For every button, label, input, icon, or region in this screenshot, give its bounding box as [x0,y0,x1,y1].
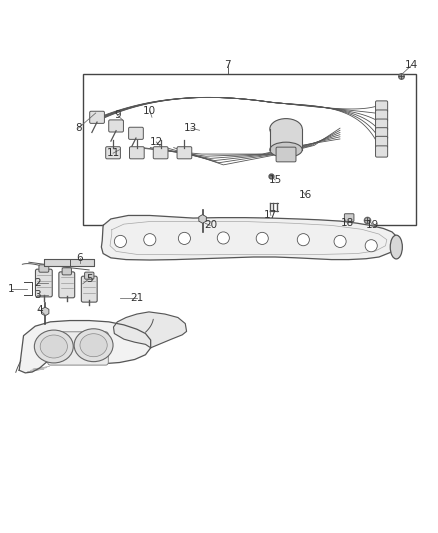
Text: 4: 4 [36,305,43,315]
Text: 18: 18 [341,218,354,228]
Text: 8: 8 [75,123,82,133]
Text: 5: 5 [86,273,92,284]
Polygon shape [19,320,151,373]
FancyBboxPatch shape [375,136,388,148]
Ellipse shape [270,142,302,157]
Text: 16: 16 [299,190,312,200]
FancyBboxPatch shape [375,146,388,157]
Polygon shape [101,215,397,260]
Ellipse shape [74,329,113,361]
Text: 17: 17 [264,211,278,221]
FancyBboxPatch shape [85,272,94,279]
Bar [44,259,94,265]
FancyBboxPatch shape [106,147,120,159]
Circle shape [144,233,156,246]
Circle shape [178,232,191,245]
Text: 7: 7 [224,60,231,70]
Circle shape [217,232,230,244]
Ellipse shape [40,335,67,358]
FancyBboxPatch shape [39,265,49,272]
FancyBboxPatch shape [344,214,354,222]
FancyBboxPatch shape [59,272,75,298]
Text: 15: 15 [268,175,282,185]
Ellipse shape [270,119,302,139]
Text: 6: 6 [77,253,83,263]
Circle shape [256,232,268,245]
Text: 12: 12 [150,137,163,147]
FancyBboxPatch shape [129,127,143,139]
Text: 19: 19 [366,221,379,230]
Bar [83,74,416,225]
Ellipse shape [390,235,403,259]
FancyBboxPatch shape [90,111,104,123]
FancyBboxPatch shape [153,147,168,159]
FancyBboxPatch shape [375,128,388,139]
Ellipse shape [34,330,73,363]
Bar [270,129,302,150]
Text: 2: 2 [34,278,41,288]
FancyBboxPatch shape [375,101,388,112]
Text: 11: 11 [106,148,120,158]
FancyBboxPatch shape [62,268,71,275]
FancyBboxPatch shape [375,119,388,130]
Ellipse shape [80,334,107,357]
Text: 14: 14 [405,60,418,70]
Polygon shape [113,312,187,348]
Text: 13: 13 [184,123,198,133]
Text: 1: 1 [8,284,15,294]
FancyBboxPatch shape [177,147,192,159]
FancyBboxPatch shape [48,332,108,365]
Text: 20: 20 [204,221,217,230]
Text: 9: 9 [114,110,121,120]
FancyBboxPatch shape [375,110,388,121]
FancyBboxPatch shape [130,147,144,159]
Circle shape [365,240,377,252]
FancyBboxPatch shape [276,147,296,162]
Text: 3: 3 [34,289,41,300]
Text: 10: 10 [143,106,156,116]
Circle shape [334,236,346,247]
FancyBboxPatch shape [109,120,124,132]
Text: 21: 21 [130,293,144,303]
Circle shape [297,233,309,246]
FancyBboxPatch shape [35,269,52,297]
FancyBboxPatch shape [81,276,97,302]
Circle shape [114,236,127,247]
